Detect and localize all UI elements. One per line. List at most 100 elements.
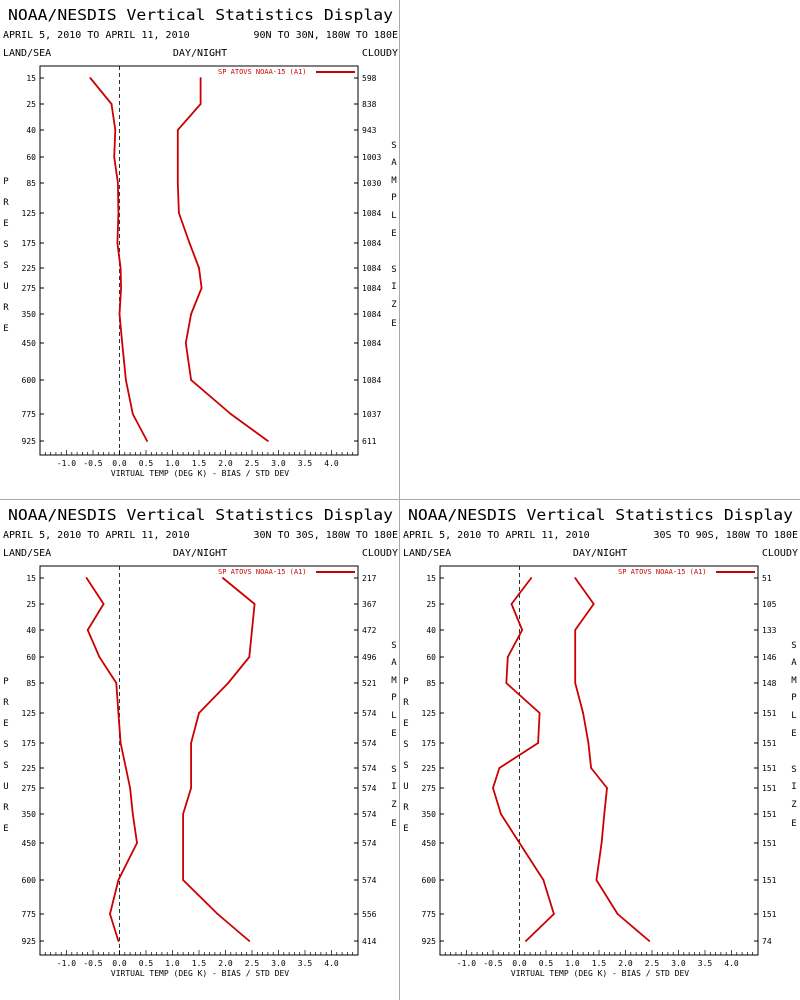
region-label: 90N TO 30N, 180W TO 180E — [254, 30, 399, 41]
std-dev-point — [616, 913, 619, 915]
x-tick-label: 1.5 — [592, 959, 607, 968]
x-tick-label: -0.5 — [83, 459, 102, 468]
pressure-axis-letter: P — [3, 677, 9, 687]
std-dev-point — [574, 656, 577, 658]
bias-point — [498, 767, 501, 769]
pressure-tick-label: 25 — [26, 600, 36, 609]
pressure-axis-letter: S — [3, 261, 8, 271]
pressure-axis-letter: P — [403, 677, 409, 687]
bias-point — [115, 682, 118, 684]
pressure-tick-label: 450 — [22, 839, 37, 848]
pressure-tick-label: 225 — [22, 764, 37, 773]
sample-size-label: 1030 — [362, 179, 381, 188]
x-tick-label: 3.5 — [298, 459, 313, 468]
x-tick-label: 1.0 — [165, 459, 180, 468]
sample-axis-letter: E — [391, 819, 396, 829]
std-dev-point — [587, 742, 590, 744]
pressure-tick-label: 85 — [26, 679, 36, 688]
bias-point — [109, 913, 111, 915]
sample-size-label: 74 — [762, 937, 772, 946]
sample-size-label: 1084 — [362, 209, 381, 218]
bias-point — [86, 629, 89, 631]
std-dev-point — [178, 212, 180, 214]
plot-frame — [439, 565, 759, 956]
pressure-axis-letter: U — [3, 282, 8, 292]
std-dev-point — [251, 629, 253, 631]
sample-size-label: 133 — [762, 626, 777, 635]
bias-point — [119, 267, 122, 269]
x-tick-label: 1.5 — [192, 959, 207, 968]
bias-point — [98, 656, 101, 658]
std-dev-point — [198, 712, 200, 714]
bias-line — [85, 577, 138, 942]
std-dev-line — [574, 577, 650, 942]
sample-axis-letter: S — [391, 141, 396, 151]
pressure-axis-letter: E — [3, 824, 8, 834]
sample-axis-letter: Z — [391, 800, 397, 810]
sample-axis-letter: A — [391, 158, 397, 168]
pressure-tick-label: 175 — [22, 239, 37, 248]
chart-svg: NOAA/NESDIS Vertical Statistics Display A… — [403, 506, 798, 978]
std-dev-point — [592, 603, 595, 605]
bias-point — [89, 77, 92, 79]
pressure-tick-label: 350 — [22, 810, 37, 819]
std-dev-point — [590, 767, 592, 769]
sample-axis-letter: P — [391, 193, 397, 203]
bias-point — [119, 742, 122, 744]
pressure-axis-letter: S — [403, 740, 408, 750]
sample-size-label: 146 — [762, 653, 777, 662]
sample-size-label: 151 — [762, 839, 777, 848]
x-tick-label: 3.5 — [298, 959, 313, 968]
pressure-axis-letter: R — [3, 698, 9, 708]
pressure-tick-label: 275 — [22, 284, 37, 293]
x-tick-label: 0.5 — [139, 459, 154, 468]
std-dev-line — [176, 78, 269, 442]
chart-title: NOAA/NESDIS Vertical Statistics Display — [8, 6, 393, 24]
date-range: APRIL 5, 2010 TO APRIL 11, 2010 — [3, 530, 190, 541]
pressure-tick-label: 15 — [426, 574, 436, 583]
region-label: 30N TO 30S, 180W TO 180E — [254, 530, 399, 541]
pressure-axis-letter: R — [403, 803, 409, 813]
sample-size-label: 574 — [362, 709, 377, 718]
std-dev-point — [182, 879, 185, 881]
pressure-tick-label: 60 — [26, 153, 36, 162]
pressure-tick-label: 600 — [22, 876, 37, 885]
land-sea-label: LAND/SEA — [403, 548, 451, 559]
chart-title: NOAA/NESDIS Vertical Statistics Display — [408, 506, 793, 524]
pressure-tick-label: 60 — [426, 653, 436, 662]
bias-point — [125, 379, 127, 381]
x-tick-label: 4.0 — [324, 459, 339, 468]
bias-point — [131, 413, 134, 415]
sample-size-label: 1084 — [362, 376, 381, 385]
pressure-tick-label: 925 — [422, 937, 437, 946]
chart-title: NOAA/NESDIS Vertical Statistics Display — [8, 506, 393, 524]
x-tick-label: 3.0 — [271, 459, 286, 468]
x-tick-label: 2.5 — [245, 459, 260, 468]
sample-axis-letter: E — [391, 319, 396, 329]
bias-point — [117, 212, 120, 214]
std-dev-point — [595, 879, 598, 881]
sample-size-label: 367 — [362, 600, 377, 609]
std-dev-point — [176, 156, 179, 158]
bias-point — [131, 813, 134, 815]
plot-frame — [39, 65, 359, 456]
bias-point — [129, 787, 132, 789]
sample-size-label: 217 — [362, 574, 377, 583]
sample-axis-letter: L — [391, 211, 396, 221]
x-tick-label: -1.0 — [57, 959, 76, 968]
sample-axis-letter: S — [391, 265, 396, 275]
sample-size-label: 1037 — [362, 410, 381, 419]
sample-size-label: 838 — [362, 100, 377, 109]
legend-label: SP ATOVS NOAA-15 (A1) — [618, 568, 707, 576]
std-dev-point — [600, 842, 603, 844]
std-dev-point — [222, 577, 224, 579]
pressure-tick-label: 125 — [22, 209, 37, 218]
bias-line — [492, 577, 555, 942]
x-tick-label: -0.5 — [483, 959, 502, 968]
std-dev-point — [574, 682, 577, 684]
sample-axis-letter: S — [391, 765, 396, 775]
pressure-axis-letter: U — [3, 782, 8, 792]
sample-size-label: 151 — [762, 764, 777, 773]
pressure-tick-label: 40 — [26, 626, 36, 635]
bias-point — [117, 182, 119, 184]
